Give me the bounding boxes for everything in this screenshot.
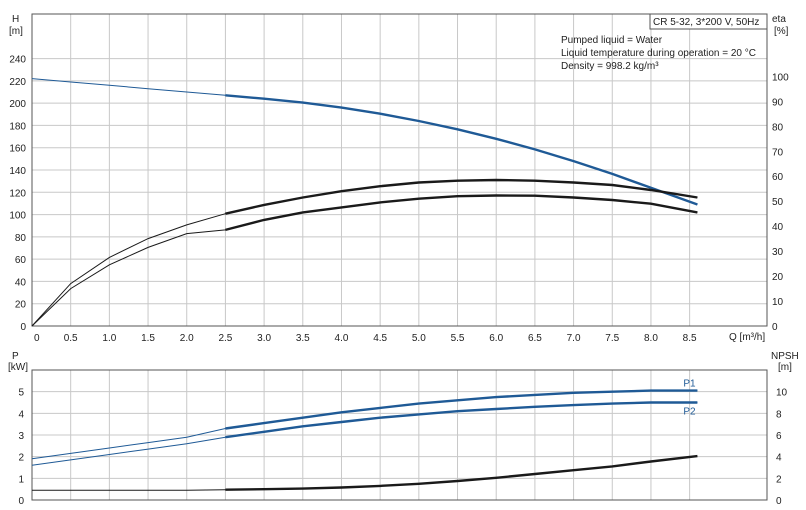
- model-box: [649, 13, 768, 30]
- x-tick-label: 3.0: [257, 333, 271, 344]
- npsh-tick-labels: 0 2 4 6 8 10: [776, 388, 788, 507]
- x-tick-label: 1.5: [141, 333, 155, 344]
- x-tick-label: 5.0: [412, 333, 426, 344]
- x-tick-label: 8.0: [644, 333, 658, 344]
- power-tick-label: 0: [18, 496, 24, 507]
- efficiency-tick-label: 10: [772, 297, 784, 308]
- top-series-2-line: [31, 194, 698, 327]
- head-tick-label: 100: [9, 211, 26, 222]
- power-tick-label: 5: [18, 388, 24, 399]
- bottom-series-2-line: [32, 455, 698, 491]
- efficiency-axis-label: eta: [772, 14, 786, 25]
- x-tick-labels: 0 0.5 1.0 1.5 2.0 2.5 3.0 3.5 4.0 4.5 5.0 5.5 6.0 6.5…: [34, 333, 697, 344]
- head-tick-label: 120: [9, 188, 26, 199]
- bottom-panel-series: P1 P2: [31, 379, 698, 491]
- efficiency-tick-label: 40: [772, 222, 784, 233]
- top-series-0-operating: [225, 94, 698, 206]
- bottom-series-0-operating: [225, 389, 698, 430]
- efficiency-tick-labels: 0 10 20 30 40 50 60 70 80 90 100: [772, 72, 789, 333]
- bottom-series-1-line: [31, 402, 698, 466]
- head-tick-label: 0: [20, 322, 26, 333]
- power-tick-label: 3: [18, 431, 24, 442]
- power-tick-label: 2: [18, 453, 24, 464]
- bottom-series-0-line: [31, 390, 698, 460]
- x-tick-label: 0: [34, 333, 40, 344]
- head-axis-label: H: [12, 14, 19, 25]
- head-tick-label: 160: [9, 144, 26, 155]
- x-tick-label: 6.5: [528, 333, 542, 344]
- efficiency-tick-label: 20: [772, 272, 784, 283]
- efficiency-tick-label: 80: [772, 122, 784, 133]
- head-tick-label: 220: [9, 77, 26, 88]
- power-tick-label: 4: [18, 409, 24, 420]
- x-tick-label: 6.0: [489, 333, 503, 344]
- bottom-panel-frame: [31, 369, 768, 501]
- x-tick-label: 7.0: [567, 333, 581, 344]
- series-label-P2: P2: [683, 407, 696, 418]
- x-tick-label: 4.0: [335, 333, 349, 344]
- efficiency-tick-label: 50: [772, 197, 784, 208]
- head-tick-label: 80: [15, 233, 27, 244]
- efficiency-tick-label: 70: [772, 147, 784, 158]
- x-tick-label: 8.5: [683, 333, 697, 344]
- npsh-axis-label: NPSH: [771, 351, 799, 362]
- top-series-0-line: [31, 78, 698, 205]
- condition-liquid: Pumped liquid = Water: [561, 35, 663, 46]
- head-tick-label: 20: [15, 300, 27, 311]
- bottom-series-1-operating: [225, 401, 698, 439]
- x-tick-label: 1.0: [102, 333, 116, 344]
- x-tick-label: 3.5: [296, 333, 310, 344]
- flow-axis-label: Q [m³/h]: [729, 332, 765, 343]
- series-label-P1: P1: [683, 379, 696, 390]
- npsh-axis-unit: [m]: [778, 362, 792, 373]
- top-series-2-operating: [225, 194, 698, 232]
- condition-density: Density = 998.2 kg/m³: [561, 61, 659, 72]
- head-tick-label: 240: [9, 55, 26, 66]
- head-tick-label: 140: [9, 166, 26, 177]
- top-series-1-operating: [225, 178, 698, 215]
- npsh-tick-label: 8: [776, 409, 782, 420]
- head-axis-unit: [m]: [9, 26, 23, 37]
- power-tick-labels: 0 1 2 3 4 5: [18, 388, 24, 507]
- efficiency-tick-label: 100: [772, 72, 789, 83]
- power-axis-label: P: [12, 351, 19, 362]
- head-tick-label: 200: [9, 99, 26, 110]
- npsh-tick-label: 2: [776, 474, 782, 485]
- x-tick-label: 2.0: [180, 333, 194, 344]
- efficiency-tick-label: 90: [772, 97, 784, 108]
- power-tick-label: 1: [18, 474, 24, 485]
- efficiency-tick-label: 30: [772, 247, 784, 258]
- npsh-tick-label: 6: [776, 431, 782, 442]
- x-tick-label: 5.5: [451, 333, 465, 344]
- npsh-tick-label: 4: [776, 453, 782, 464]
- npsh-tick-label: 0: [776, 496, 782, 507]
- x-tick-label: 0.5: [64, 333, 78, 344]
- model-label: CR 5-32, 3*200 V, 50Hz: [653, 17, 759, 28]
- condition-temperature: Liquid temperature during operation = 20…: [561, 48, 756, 59]
- top-panel-series: [31, 78, 698, 327]
- head-tick-labels: 0 20 40 60 80 100 120 140 160 180 200 220 240: [9, 55, 26, 333]
- head-tick-label: 60: [15, 255, 27, 266]
- x-tick-label: 4.5: [373, 333, 387, 344]
- bottom-series-2-operating: [225, 454, 698, 491]
- efficiency-axis-unit: [%]: [774, 26, 789, 37]
- efficiency-tick-label: 0: [772, 322, 778, 333]
- x-tick-label: 7.5: [605, 333, 619, 344]
- efficiency-tick-label: 60: [772, 172, 784, 183]
- power-axis-unit: [kW]: [8, 362, 28, 373]
- npsh-tick-label: 10: [776, 388, 788, 399]
- x-tick-label: 2.5: [218, 333, 232, 344]
- top-panel-frame: [31, 13, 768, 327]
- head-tick-label: 40: [15, 277, 27, 288]
- head-tick-label: 180: [9, 121, 26, 132]
- top-panel-grid: [32, 14, 767, 326]
